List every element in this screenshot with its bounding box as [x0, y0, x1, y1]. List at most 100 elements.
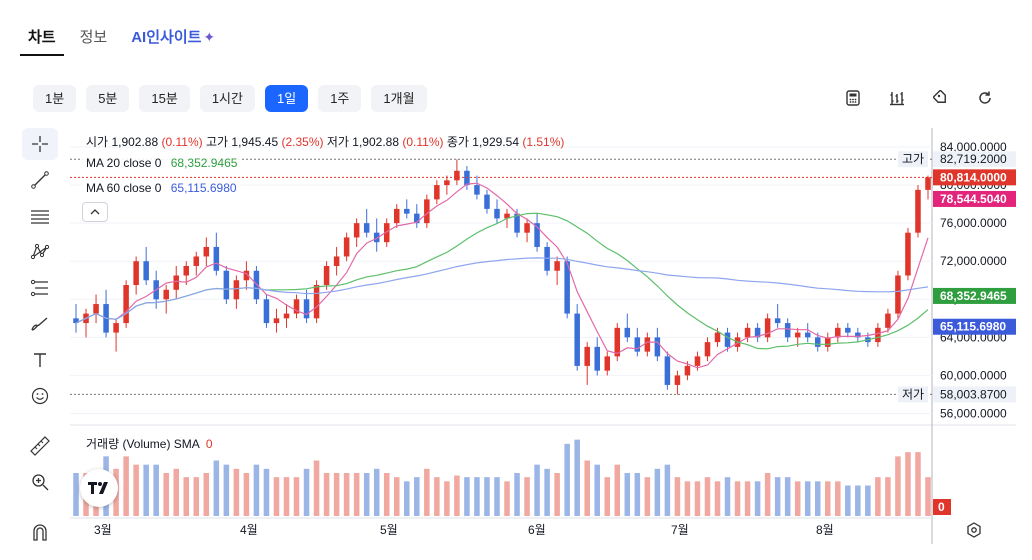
- volume-bar: [193, 477, 200, 516]
- volume-bar: [494, 477, 500, 516]
- indicators-icon[interactable]: [886, 87, 908, 109]
- period-1min-button[interactable]: 1분: [33, 85, 77, 112]
- zoom-icon[interactable]: [22, 466, 58, 498]
- ma5-price-tag-bg: [933, 190, 1017, 207]
- volume-bar: [744, 481, 751, 516]
- time-tick-label: 8월: [816, 523, 834, 537]
- price-chart[interactable]: 84,000.000080,000.000076,000.000072,000.…: [70, 128, 1017, 544]
- period-15min-button[interactable]: 15분: [139, 85, 190, 112]
- ma20-line: [75, 212, 929, 350]
- period-1hour-button[interactable]: 1시간: [199, 85, 255, 112]
- candle-body: [253, 270, 260, 300]
- volume-bar: [173, 468, 179, 516]
- tradingview-logo-icon[interactable]: [80, 469, 118, 507]
- volume-bar: [674, 477, 681, 516]
- candle-body: [895, 275, 901, 314]
- volume-bar: [704, 477, 711, 516]
- volume-bar: [353, 473, 360, 516]
- chart-toolbar-right: [842, 87, 996, 109]
- volume-bar: [123, 456, 129, 516]
- volume-bar: [434, 477, 440, 516]
- candle-body: [534, 223, 540, 247]
- volume-bar: [865, 485, 871, 516]
- collapse-legend-button[interactable]: [82, 202, 108, 222]
- candle-body: [835, 327, 841, 338]
- candle-body: [434, 185, 440, 200]
- fib-icon[interactable]: [22, 272, 58, 304]
- ma20-legend[interactable]: MA 20 close 0 68,352.9465: [82, 153, 242, 173]
- candle-body: [544, 246, 550, 271]
- period-1month-button[interactable]: 1개월: [371, 85, 427, 112]
- high-value: 1,945.45: [231, 135, 279, 149]
- ruler-icon[interactable]: [22, 430, 58, 462]
- volume-legend[interactable]: 거래량 (Volume) SMA 0: [82, 434, 217, 454]
- candle-body: [664, 356, 671, 385]
- volume-bar: [474, 477, 480, 516]
- volume-bar: [594, 464, 600, 516]
- candle-body: [654, 337, 661, 357]
- horizontal-lines-icon[interactable]: [22, 200, 58, 232]
- refresh-icon[interactable]: [974, 87, 996, 109]
- volume-bar: [263, 468, 270, 516]
- period-1day-button[interactable]: 1일: [264, 85, 309, 112]
- ma5-price-tag: 78,544.5040: [940, 192, 1007, 206]
- brush-icon[interactable]: [22, 308, 58, 340]
- candle-body: [744, 327, 751, 338]
- volume-bar: [825, 481, 831, 516]
- chart-canvas[interactable]: 84,000.000080,000.000076,000.000072,000.…: [70, 128, 1017, 544]
- volume-bar: [424, 468, 430, 516]
- volume-bar: [774, 477, 781, 516]
- candle-body: [363, 223, 370, 233]
- period-5min-button[interactable]: 5분: [86, 85, 130, 112]
- tab-chart[interactable]: 차트: [20, 22, 64, 56]
- candle-body: [674, 375, 681, 385]
- emoji-icon[interactable]: [22, 380, 58, 412]
- tab-info[interactable]: 정보: [79, 29, 108, 46]
- volume-bar: [524, 477, 530, 516]
- candle-body: [774, 318, 781, 324]
- candle-body: [855, 332, 861, 338]
- candle-body: [373, 232, 380, 243]
- ma60-legend[interactable]: MA 60 close 0 65,115.6980: [82, 178, 241, 198]
- candle-body: [404, 208, 410, 214]
- time-tick-label: 4월: [240, 523, 258, 537]
- close-value: 1,929.54: [472, 135, 519, 149]
- draw-tag-icon[interactable]: [930, 87, 952, 109]
- candle-body: [875, 327, 881, 343]
- chart-settings-icon[interactable]: [962, 518, 986, 542]
- candle-body: [714, 332, 721, 343]
- candle-body: [644, 337, 651, 352]
- sparkle-icon: ✦: [203, 29, 216, 45]
- candle-body: [464, 170, 470, 186]
- high-tag-label: 고가: [902, 152, 924, 166]
- tab-ai-insight[interactable]: AI인사이트 ✦: [123, 22, 223, 56]
- calculator-icon[interactable]: [842, 87, 864, 109]
- candle-body: [474, 185, 480, 195]
- candle-body: [804, 332, 811, 338]
- volume-bar: [885, 477, 891, 516]
- magnet-icon[interactable]: [22, 516, 58, 548]
- volume-bar: [303, 468, 310, 516]
- volume-bar: [734, 481, 741, 516]
- candle-body: [143, 261, 149, 281]
- low-tag-label: 저가: [902, 387, 924, 401]
- candle-body: [243, 270, 250, 281]
- candle-body: [494, 208, 500, 219]
- text-icon[interactable]: [22, 344, 58, 376]
- crosshair-icon[interactable]: [22, 128, 58, 160]
- candle-body: [504, 213, 510, 219]
- candle-body: [133, 261, 139, 286]
- ma60-price-tag-bg: [933, 318, 1017, 335]
- candle-body: [393, 208, 400, 224]
- period-1week-button[interactable]: 1주: [318, 85, 362, 112]
- candle-body: [93, 304, 99, 314]
- high-label: 고가: [205, 135, 229, 149]
- candle-body: [323, 265, 330, 286]
- volume-bar: [373, 468, 380, 516]
- candle-body: [383, 223, 390, 243]
- trendline-icon[interactable]: [22, 164, 58, 196]
- ma20-value: 68,352.9465: [170, 156, 238, 170]
- pattern-icon[interactable]: [22, 236, 58, 268]
- open-label: 시가: [86, 135, 109, 149]
- open-value: 1,902.88: [111, 135, 159, 149]
